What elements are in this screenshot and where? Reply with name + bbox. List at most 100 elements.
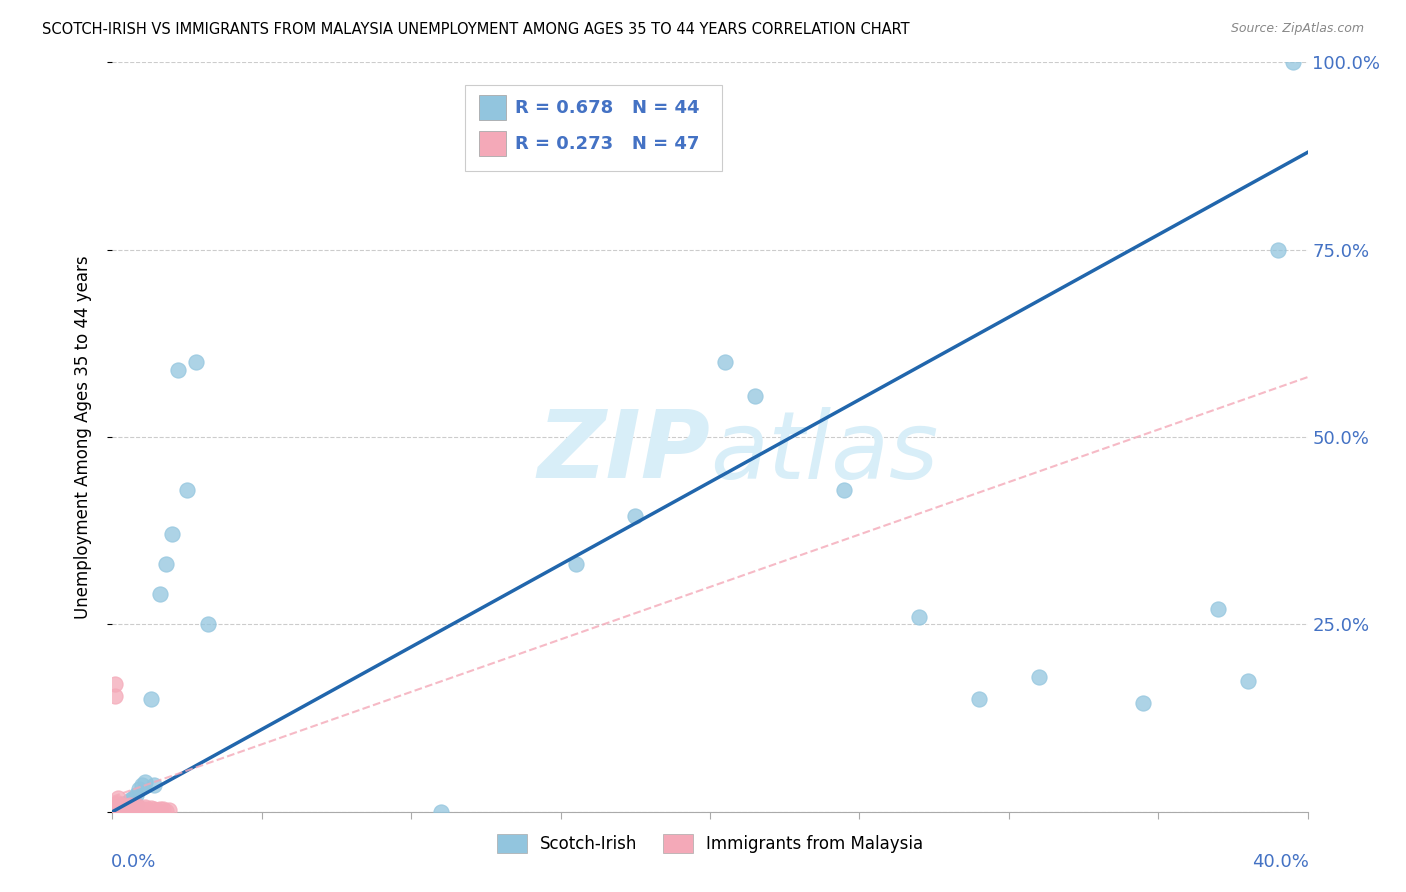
- Point: [117, 803, 139, 817]
- Point: [125, 797, 148, 812]
- Point: [110, 804, 132, 818]
- Point: [104, 802, 127, 816]
- Point: [128, 801, 150, 815]
- Point: [110, 803, 132, 817]
- Bar: [479, 95, 506, 120]
- Point: [1281, 55, 1303, 70]
- Point: [107, 800, 129, 814]
- Point: [131, 802, 153, 816]
- Point: [104, 677, 127, 691]
- Point: [107, 801, 129, 815]
- Point: [107, 791, 129, 805]
- Text: atlas: atlas: [710, 407, 938, 498]
- Text: ZIP: ZIP: [537, 406, 710, 498]
- Point: [834, 483, 856, 497]
- Point: [104, 797, 127, 812]
- Point: [107, 803, 129, 817]
- Text: R = 0.678   N = 44: R = 0.678 N = 44: [515, 99, 700, 117]
- Point: [110, 803, 132, 817]
- Point: [128, 804, 150, 818]
- Legend: Scotch-Irish, Immigrants from Malaysia: Scotch-Irish, Immigrants from Malaysia: [491, 827, 929, 860]
- Point: [125, 797, 148, 812]
- Point: [714, 355, 737, 369]
- Point: [114, 802, 135, 816]
- FancyBboxPatch shape: [465, 85, 723, 171]
- Point: [125, 800, 148, 814]
- Point: [117, 797, 139, 812]
- Point: [104, 801, 127, 815]
- Point: [624, 508, 647, 523]
- Point: [122, 803, 145, 817]
- Point: [1132, 696, 1154, 710]
- Point: [134, 802, 156, 816]
- Point: [117, 798, 139, 813]
- Text: R = 0.273   N = 47: R = 0.273 N = 47: [515, 135, 700, 153]
- Point: [141, 692, 163, 706]
- Point: [122, 802, 145, 816]
- Point: [120, 801, 142, 815]
- Point: [110, 799, 132, 814]
- Point: [138, 804, 160, 818]
- Point: [1267, 243, 1289, 257]
- Point: [146, 803, 169, 817]
- Point: [104, 803, 127, 817]
- Point: [152, 802, 174, 816]
- Text: Source: ZipAtlas.com: Source: ZipAtlas.com: [1230, 22, 1364, 36]
- Text: 40.0%: 40.0%: [1251, 853, 1309, 871]
- Point: [430, 805, 453, 819]
- Point: [117, 796, 139, 810]
- Point: [157, 803, 180, 817]
- Point: [110, 802, 132, 816]
- Point: [155, 558, 177, 572]
- Point: [122, 798, 145, 813]
- Point: [110, 798, 132, 813]
- Point: [128, 782, 150, 797]
- Point: [110, 802, 132, 816]
- Point: [107, 798, 129, 813]
- Point: [167, 362, 190, 376]
- Point: [114, 797, 135, 812]
- Point: [122, 791, 145, 805]
- Point: [107, 804, 129, 818]
- Point: [114, 799, 135, 814]
- Point: [134, 774, 156, 789]
- Point: [104, 801, 127, 815]
- Point: [120, 793, 142, 807]
- Point: [143, 779, 166, 793]
- Point: [117, 802, 139, 816]
- Point: [120, 798, 142, 813]
- Y-axis label: Unemployment Among Ages 35 to 44 years: Unemployment Among Ages 35 to 44 years: [73, 255, 91, 619]
- Point: [141, 801, 163, 815]
- Point: [114, 803, 135, 817]
- Point: [114, 800, 135, 814]
- Point: [104, 804, 127, 818]
- Point: [107, 804, 129, 818]
- Point: [155, 804, 177, 818]
- Point: [125, 802, 148, 816]
- Text: 0.0%: 0.0%: [111, 853, 156, 871]
- Point: [114, 804, 135, 818]
- Point: [131, 779, 153, 793]
- Point: [107, 796, 129, 810]
- Point: [107, 802, 129, 816]
- Point: [104, 689, 127, 703]
- Point: [120, 804, 142, 818]
- Point: [110, 804, 132, 818]
- Bar: [479, 131, 506, 156]
- Point: [122, 800, 145, 814]
- Point: [117, 800, 139, 814]
- Point: [131, 803, 153, 817]
- Point: [120, 797, 142, 812]
- Point: [1206, 602, 1229, 616]
- Point: [1028, 670, 1050, 684]
- Point: [104, 802, 127, 816]
- Point: [908, 610, 931, 624]
- Text: SCOTCH-IRISH VS IMMIGRANTS FROM MALAYSIA UNEMPLOYMENT AMONG AGES 35 TO 44 YEARS : SCOTCH-IRISH VS IMMIGRANTS FROM MALAYSIA…: [42, 22, 910, 37]
- Point: [149, 802, 172, 816]
- Point: [197, 617, 219, 632]
- Point: [564, 558, 586, 572]
- Point: [125, 789, 148, 803]
- Point: [114, 798, 135, 813]
- Point: [117, 802, 139, 816]
- Point: [967, 692, 990, 706]
